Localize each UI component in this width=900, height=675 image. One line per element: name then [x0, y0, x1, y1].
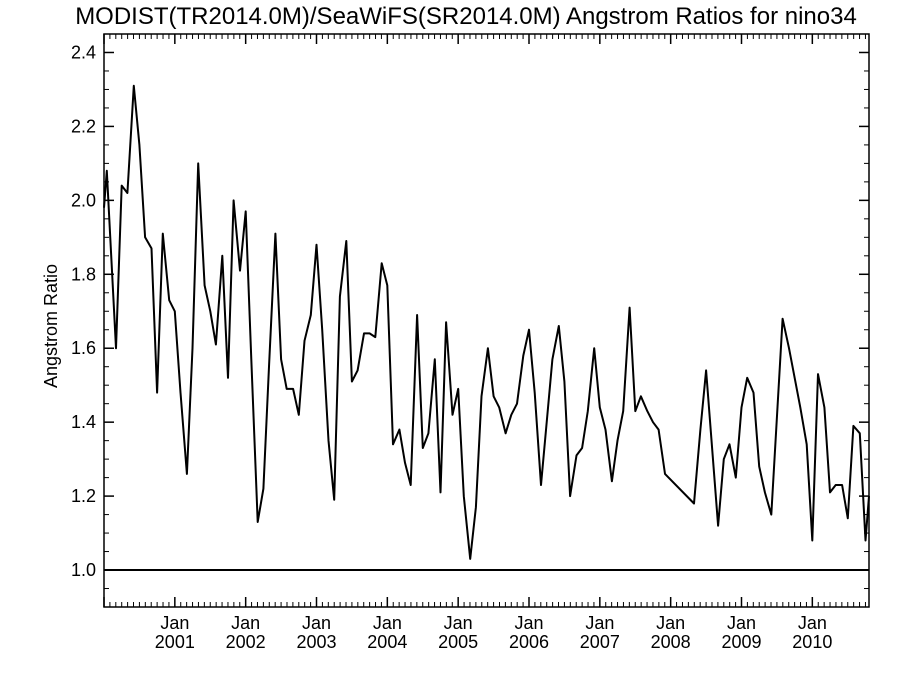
x-tick-label-month: Jan: [444, 613, 473, 633]
y-tick-label: 2.2: [71, 116, 96, 136]
x-tick-label-month: Jan: [302, 613, 331, 633]
series-line: [103, 84, 870, 560]
x-tick-label-month: Jan: [585, 613, 614, 633]
x-tick-label-year: 2002: [226, 632, 266, 652]
x-tick-label-year: 2010: [792, 632, 832, 652]
x-tick-label-month: Jan: [514, 613, 543, 633]
y-tick-label: 1.8: [71, 264, 96, 284]
y-tick-label: 1.4: [71, 412, 96, 432]
x-tick-label-year: 2007: [580, 632, 620, 652]
x-tick-label-year: 2009: [721, 632, 761, 652]
x-tick-label-year: 2005: [438, 632, 478, 652]
y-tick-label: 1.0: [71, 560, 96, 580]
x-tick-label-month: Jan: [231, 613, 260, 633]
chart-title: MODIST(TR2014.0M)/SeaWiFS(SR2014.0M) Ang…: [75, 3, 857, 30]
y-axis-label: Angstrom Ratio: [41, 264, 61, 388]
x-tick-label-year: 2008: [651, 632, 691, 652]
x-tick-label-month: Jan: [798, 613, 827, 633]
y-tick-label: 2.0: [71, 190, 96, 210]
x-tick-label-month: Jan: [160, 613, 189, 633]
y-tick-label: 1.2: [71, 486, 96, 506]
x-tick-label-year: 2004: [367, 632, 407, 652]
ticks: 1.01.21.41.61.82.02.22.4Jan2001Jan2002Ja…: [71, 33, 869, 652]
x-tick-label-year: 2001: [155, 632, 195, 652]
x-tick-label-month: Jan: [727, 613, 756, 633]
x-tick-label-month: Jan: [656, 613, 685, 633]
plot-frame: [103, 33, 870, 608]
series-group: [103, 84, 870, 560]
y-tick-label: 1.6: [71, 338, 96, 358]
axes: [103, 33, 870, 608]
x-tick-label-year: 2006: [509, 632, 549, 652]
x-tick-label-month: Jan: [373, 613, 402, 633]
x-tick-label-year: 2003: [296, 632, 336, 652]
y-tick-label: 2.4: [71, 42, 96, 62]
